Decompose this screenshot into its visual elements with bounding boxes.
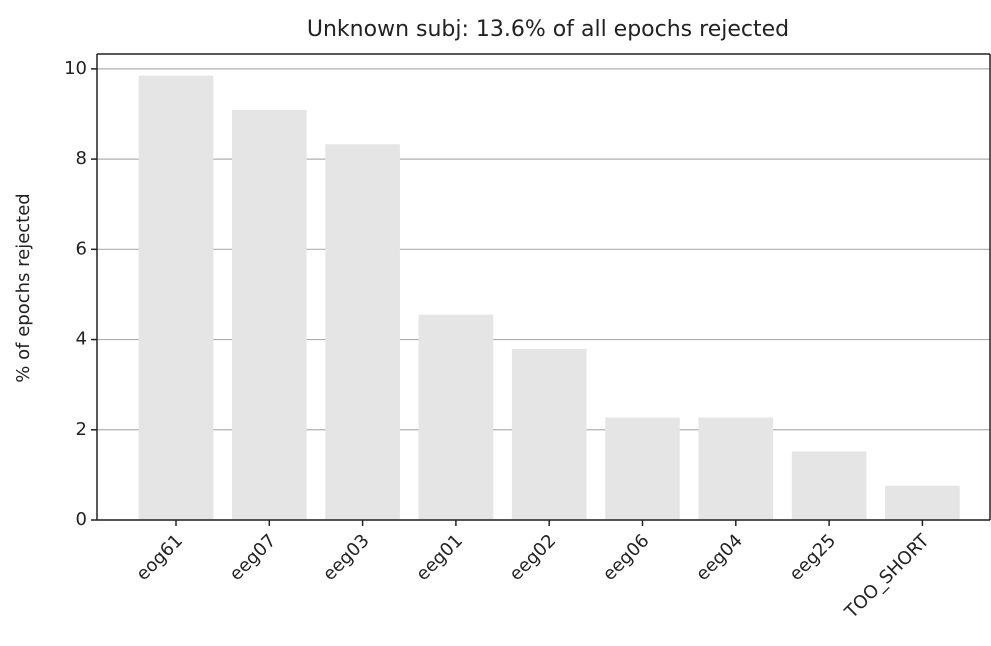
x-tick-label: eog61 <box>132 530 187 585</box>
bar <box>698 417 774 520</box>
y-tick-label: 4 <box>76 329 87 350</box>
bar <box>511 349 587 520</box>
bar <box>605 417 680 520</box>
x-tick-label: TOO_SHORT <box>840 530 934 624</box>
bar <box>418 314 494 520</box>
y-tick-label: 8 <box>76 148 87 169</box>
x-tick-label: eeg06 <box>599 530 654 585</box>
bar <box>138 75 214 520</box>
x-tick-label: eeg25 <box>785 530 840 585</box>
bar <box>791 451 867 520</box>
bar <box>231 109 307 520</box>
x-tick-label: eeg02 <box>505 530 560 585</box>
bar <box>325 144 400 520</box>
chart-title: Unknown subj: 13.6% of all epochs reject… <box>307 17 789 42</box>
y-tick-label: 2 <box>76 419 87 440</box>
x-tick-label: eeg04 <box>692 530 747 585</box>
y-tick-label: 0 <box>76 509 87 530</box>
bar <box>885 485 960 520</box>
y-axis-label: % of epochs rejected <box>13 193 34 382</box>
x-tick-label: eeg03 <box>319 530 374 585</box>
x-tick-label: eeg01 <box>412 530 467 585</box>
y-tick-label: 6 <box>76 238 87 259</box>
x-tick-label: eeg07 <box>226 530 281 585</box>
y-tick-label: 10 <box>64 58 87 79</box>
